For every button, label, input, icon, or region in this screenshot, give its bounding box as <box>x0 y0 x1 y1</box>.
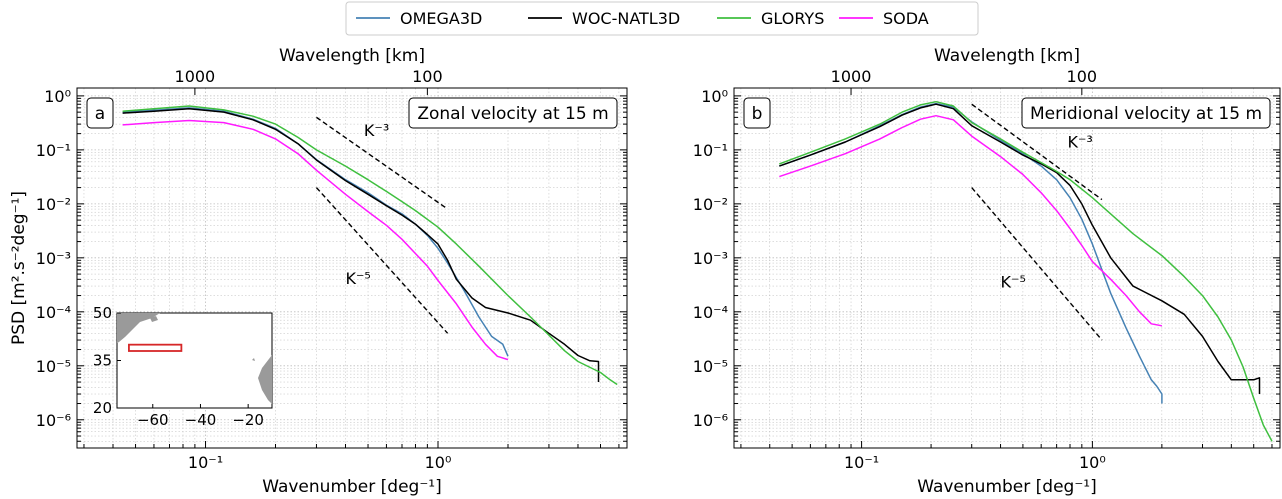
study-region-box <box>128 343 183 352</box>
y-tick-label: 10⁻⁴ <box>693 303 728 322</box>
x-tick-label: 10⁻¹ <box>844 453 879 472</box>
y-tick-label: 10⁻⁶ <box>693 411 728 430</box>
panel-title: Zonal velocity at 15 m <box>417 104 608 124</box>
axes-frame <box>76 87 628 449</box>
top-axis-title: Wavelength [km] <box>279 46 425 66</box>
panel-b: K⁻³K⁻⁵ 10⁻¹ 10⁰10⁻⁶10⁻⁵10⁻⁴10⁻³10⁻²10⁻¹10… <box>693 46 1281 497</box>
legend-label-3: SODA <box>883 9 929 28</box>
panel-label-box <box>743 97 771 129</box>
land-islet <box>252 358 255 361</box>
legend-label-1: WOC-NATL3D <box>572 9 680 28</box>
x-axis-title: Wavenumber [deg⁻¹] <box>917 477 1097 497</box>
y-tick-label: 10⁰ <box>44 87 71 106</box>
y-tick-label: 10⁻⁶ <box>36 411 71 430</box>
x-tick-label: 10⁰ <box>425 453 452 472</box>
x-axis-title: Wavenumber [deg⁻¹] <box>262 477 442 497</box>
top-tick-label: 1000 <box>175 67 216 86</box>
series-group-b <box>779 100 1273 442</box>
reference-line <box>316 116 449 210</box>
reference-label: K⁻³ <box>364 121 389 140</box>
panel-a: K⁻³K⁻⁵ 10⁻¹ 10⁰10⁻⁶10⁻⁵10⁻⁴10⁻³10⁻²10⁻¹10… <box>9 46 628 497</box>
y-tick-label: 10⁻³ <box>36 249 71 268</box>
reference-line <box>971 103 1103 201</box>
inset-lat-label: 35 <box>93 352 112 370</box>
x-tick-label: 10⁰ <box>1079 453 1106 472</box>
series-line-soda <box>779 114 1163 327</box>
reference-line <box>971 187 1103 341</box>
reference-label: K⁻⁵ <box>345 269 370 288</box>
y-tick-label: 10⁻² <box>693 195 728 214</box>
panel-label-box <box>86 97 114 129</box>
y-tick-label: 10⁰ <box>701 87 728 106</box>
inset-lon-label: −40 <box>185 411 217 429</box>
reference-label: K⁻⁵ <box>1001 273 1026 292</box>
series-line-omega3d <box>779 102 1163 404</box>
top-tick-label: 1000 <box>831 67 872 86</box>
y-tick-label: 10⁻¹ <box>693 141 728 160</box>
land-north-america <box>117 313 160 343</box>
x-tick-label: 10⁻¹ <box>188 453 223 472</box>
series-line-woc-natl3d <box>122 107 600 382</box>
axes-frame <box>733 87 1281 449</box>
y-tick-label: 10⁻³ <box>693 249 728 268</box>
reference-lines-b: K⁻³ K⁻⁵ <box>971 103 1103 341</box>
top-tick-label: 100 <box>1067 67 1098 86</box>
series-line-soda <box>122 119 509 361</box>
reference-line <box>315 187 449 334</box>
inset-lon-label: −60 <box>137 411 169 429</box>
series-line-woc-natl3d <box>779 103 1261 394</box>
axes-b <box>733 87 1281 449</box>
inset-lat-label: 50 <box>93 304 112 322</box>
y-axis-title: PSD [m².s⁻²deg⁻¹] <box>9 191 29 345</box>
legend-label-0: OMEGA3D <box>400 9 482 28</box>
land-island <box>150 316 158 322</box>
y-tick-label: 10⁻⁴ <box>36 303 71 322</box>
legend-frame <box>345 1 979 36</box>
y-tick-label: 10⁻⁵ <box>36 357 71 376</box>
panel-label: a <box>95 104 105 124</box>
legend: OMEGA3D WOC-NATL3D GLORYS SODA <box>345 1 979 36</box>
inset-lon-label: −20 <box>232 411 264 429</box>
inset-frame <box>116 312 273 409</box>
y-tick-label: 10⁻¹ <box>36 141 71 160</box>
reference-label: K⁻³ <box>1067 133 1092 152</box>
series-line-glorys <box>122 105 618 386</box>
legend-label-2: GLORYS <box>761 9 824 28</box>
top-tick-label: 100 <box>412 67 443 86</box>
panel-title: Meridional velocity at 15 m <box>1030 104 1262 124</box>
grid-b <box>734 88 1280 449</box>
land-africa <box>258 355 272 404</box>
labels-b: 10⁻¹ 10⁰ 10⁻⁶ 10⁻⁵ 10⁻⁴ 10⁻³ 10⁻² 10⁻¹ 10⁰ 1000 10… <box>693 46 1271 497</box>
inset-lat-label: 20 <box>93 399 112 417</box>
series-group-a <box>122 105 618 386</box>
top-axis-title: Wavelength [km] <box>934 46 1080 66</box>
reference-lines-a: K⁻³ K⁻⁵ <box>315 116 449 334</box>
y-tick-label: 10⁻² <box>36 195 71 214</box>
axes-a <box>76 87 628 449</box>
title-box <box>1021 97 1271 129</box>
title-box <box>408 97 618 129</box>
labels-a: 10⁻¹ 10⁰ 10⁻⁶ 10⁻⁵ 10⁻⁴ 10⁻³ 10⁻² 10⁻¹ 10⁰ 1000 10… <box>9 46 618 497</box>
y-tick-label: 10⁻⁵ <box>693 357 728 376</box>
series-line-glorys <box>779 100 1273 442</box>
map-inset: −60 −40 −20 50 35 20 <box>93 304 273 429</box>
panel-label: b <box>752 104 763 124</box>
